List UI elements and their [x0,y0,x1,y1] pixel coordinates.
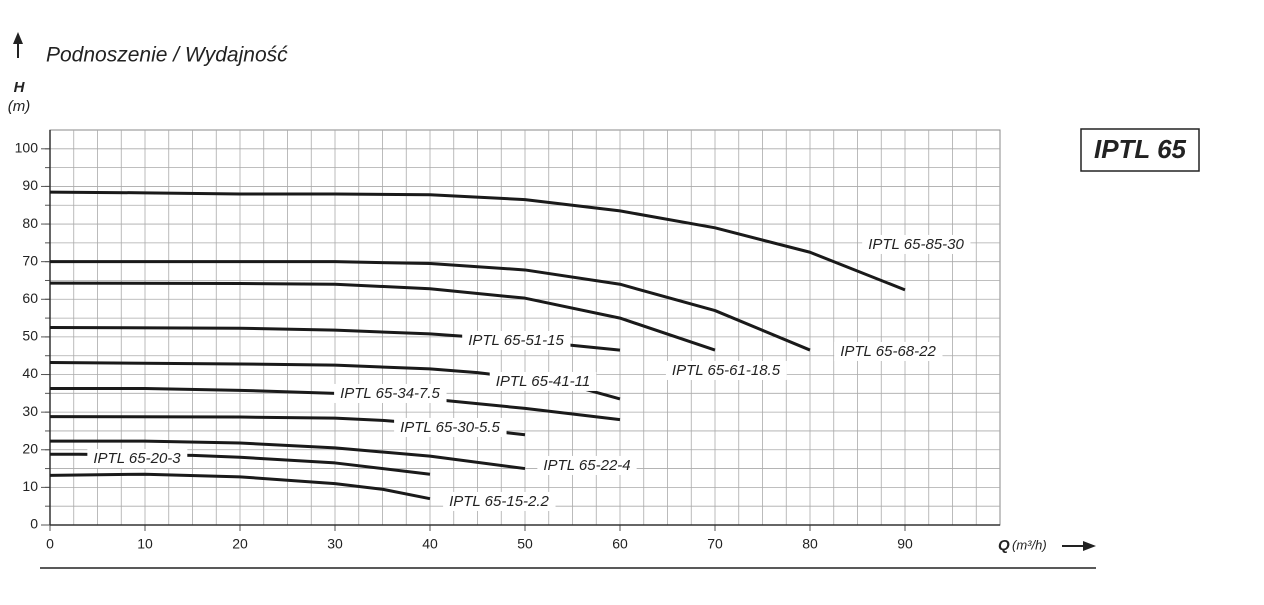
series-label: IPTL 65-61-18.5 [672,362,781,379]
label-halo [394,417,507,437]
y-arrow-head [13,32,23,44]
plot: 0 10 20 30 40 50 60 70 80 90 100 0 10 20 30 40 50 60 70 80 9… [15,129,1001,552]
pump-curve [49,472,431,501]
y-tick-label: 80 [22,215,38,231]
x-tick-label: 10 [137,536,153,552]
y-tick-label: 30 [22,403,38,419]
y-axis-unit: (m) [8,98,31,115]
series-label: IPTL 65-34-7.5 [340,385,440,402]
x-tick-label: 90 [897,536,913,552]
y-tick-label: 0 [30,516,38,532]
x-tick-label: 30 [327,536,343,552]
chart-title: Podnoszenie / Wydajność [46,44,288,67]
y-tick-label: 10 [22,478,38,494]
label-halo [334,383,447,403]
pump-curve [50,452,431,476]
y-tick-label: 20 [22,440,38,456]
label-halo [862,234,971,254]
series-label: IPTL 65-22-4 [543,457,630,474]
y-tick-label: 70 [22,252,38,268]
series-label: IPTL 65-20-3 [93,450,181,467]
label-halo [665,360,787,380]
series-label: IPTL 65-68-22 [840,343,936,360]
x-axis-unit: (m³/h) [1012,537,1047,552]
y-tick-label: 100 [15,140,39,156]
x-tick-label: 70 [707,536,723,552]
badge-box [1080,128,1200,172]
x-tick-label: 80 [802,536,818,552]
label-halo [443,491,556,511]
y-tick-label: 60 [22,290,38,306]
x-arrow-head [1083,541,1096,551]
series-label: IPTL 65-41-11 [496,373,591,390]
y-tick-label: 50 [22,328,38,344]
series-label: IPTL 65-15-2.2 [449,493,549,510]
pump-curve [49,190,906,292]
pump-curve [50,439,526,471]
pump-curve [49,281,716,352]
label-halo [462,330,571,350]
x-axis-label: Q [998,537,1010,554]
x-tick-label: 50 [517,536,533,552]
pump-curve [50,260,811,352]
label-halo [834,341,943,361]
label-halo [87,448,188,468]
x-tick-label: 20 [232,536,248,552]
series-label: IPTL 65-51-15 [468,332,564,349]
x-tick-label: 40 [422,536,438,552]
series-label: IPTL 65-30-5.5 [400,419,500,436]
label-halo [537,455,637,475]
series-label: IPTL 65-85-30 [868,236,964,253]
x-tick-label: 60 [612,536,628,552]
badge: IPTL 65 [1094,134,1187,164]
y-axis-label: H [14,79,26,96]
y-tick-label: 40 [22,365,38,381]
x-tick-label: 0 [46,536,54,552]
y-tick-label: 90 [22,177,38,193]
label-halo [489,371,597,391]
